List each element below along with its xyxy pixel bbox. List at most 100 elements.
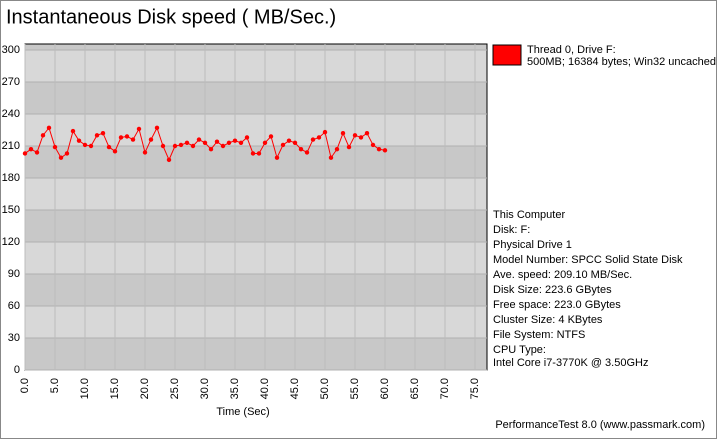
data-point: [238, 140, 244, 145]
x-tick-label: 35.0: [229, 378, 241, 399]
x-tick-label: 5.0: [49, 378, 61, 393]
data-point: [190, 143, 196, 149]
info-line: Physical Drive 1: [493, 239, 572, 251]
data-point: [220, 143, 226, 149]
x-tick-label: 55.0: [349, 378, 361, 399]
x-axis-label: Time (Sec): [216, 406, 269, 418]
plot-band: [25, 114, 487, 146]
x-tick-label: 20.0: [139, 378, 151, 399]
data-point: [382, 148, 388, 153]
x-tick-label: 45.0: [289, 378, 301, 399]
data-point: [364, 131, 370, 136]
y-tick-label: 180: [2, 172, 20, 184]
x-tick-label: 15.0: [109, 378, 121, 399]
data-point: [166, 157, 172, 163]
data-point: [352, 133, 358, 138]
x-tick-label: 70.0: [439, 378, 451, 399]
data-point: [100, 131, 106, 136]
y-tick-label: 60: [8, 300, 20, 312]
footer: PerformanceTest 8.0 (www.passmark.com): [495, 419, 705, 431]
x-tick-label: 10.0: [79, 378, 91, 399]
legend-detail: 500MB; 16384 bytes; Win32 uncached: [527, 56, 716, 68]
data-point: [232, 138, 238, 143]
data-point: [184, 140, 190, 145]
data-point: [46, 125, 52, 131]
data-point: [304, 150, 310, 155]
data-point: [172, 143, 178, 149]
legend-swatch: [492, 44, 522, 66]
info-line: File System: NTFS: [493, 329, 585, 341]
data-point: [334, 147, 340, 152]
data-point: [376, 147, 382, 152]
data-point: [310, 137, 316, 142]
data-point: [136, 126, 142, 132]
x-tick-label: 30.0: [199, 378, 211, 399]
data-point: [202, 140, 208, 145]
plot-band: [25, 242, 487, 274]
data-point: [178, 142, 184, 148]
x-tick-label: 65.0: [409, 378, 421, 399]
data-point: [262, 140, 268, 145]
y-tick-label: 150: [2, 204, 20, 216]
info-line: This Computer: [493, 209, 565, 221]
data-point: [214, 139, 220, 144]
data-point: [76, 138, 82, 143]
plot-band: [25, 50, 487, 82]
data-point: [268, 134, 274, 139]
x-tick-label: 50.0: [319, 378, 331, 399]
data-point: [142, 150, 148, 155]
data-point: [322, 129, 328, 135]
plot-band: [25, 306, 487, 338]
data-point: [124, 134, 130, 139]
data-point: [250, 151, 256, 156]
info-line: Model Number: SPCC Solid State Disk: [493, 254, 683, 266]
info-line: Cluster Size: 4 KBytes: [493, 314, 603, 326]
data-point: [118, 135, 124, 140]
data-point: [286, 138, 292, 143]
data-point: [340, 131, 346, 136]
data-point: [328, 155, 334, 160]
y-tick-label: 240: [2, 108, 20, 120]
data-point: [256, 151, 262, 156]
x-tick-label: 0.0: [19, 378, 31, 393]
data-point: [106, 144, 112, 150]
data-point: [298, 147, 304, 152]
y-tick-label: 120: [2, 236, 20, 248]
data-point: [274, 155, 280, 160]
y-tick-label: 210: [2, 140, 20, 152]
y-tick-label: 300: [2, 44, 20, 56]
data-point: [112, 149, 118, 154]
data-point: [160, 143, 166, 149]
data-point: [280, 142, 286, 148]
data-point: [34, 150, 40, 155]
data-point: [40, 133, 46, 138]
data-point: [244, 135, 250, 140]
x-tick-label: 25.0: [169, 378, 181, 399]
x-tick-label: 40.0: [259, 378, 271, 399]
data-point: [226, 140, 232, 145]
chart-title: Instantaneous Disk speed ( MB/Sec.): [6, 6, 336, 28]
data-point: [28, 147, 34, 152]
info-line: Intel Core i7-3770K @ 3.50GHz: [493, 357, 648, 369]
y-tick-label: 30: [8, 332, 20, 344]
data-point: [148, 137, 154, 142]
legend-label: Thread 0, Drive F:: [527, 44, 616, 56]
data-point: [88, 143, 94, 149]
info-line: CPU Type:: [493, 344, 546, 356]
data-point: [94, 133, 100, 138]
data-point: [58, 155, 64, 160]
info-line: Ave. speed: 209.10 MB/Sec.: [493, 269, 632, 281]
data-point: [346, 144, 352, 150]
data-point: [316, 135, 322, 140]
info-line: Disk: F:: [493, 224, 530, 236]
data-point: [64, 151, 70, 156]
y-tick-label: 270: [2, 76, 20, 88]
info-line: Free space: 223.0 GBytes: [493, 299, 621, 311]
x-tick-label: 75.0: [469, 378, 481, 399]
data-point: [22, 151, 28, 156]
data-point: [292, 140, 298, 145]
data-point: [130, 137, 136, 142]
data-point: [52, 144, 58, 150]
data-point: [208, 147, 214, 152]
